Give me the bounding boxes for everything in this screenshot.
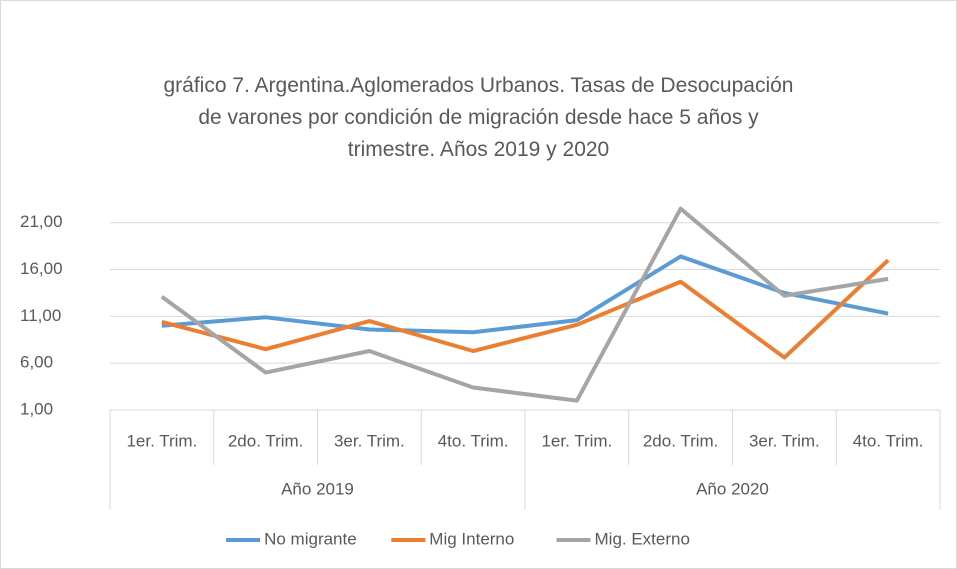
x-tick-label: 4to. Trim. bbox=[438, 431, 509, 450]
y-tick-label: 16,00 bbox=[20, 259, 63, 278]
data-line bbox=[160, 206, 889, 403]
group-label: Año 2020 bbox=[696, 479, 769, 498]
chart-title: gráfico 7. Argentina.Aglomerados Urbanos… bbox=[163, 74, 794, 161]
legend-label: Mig Interno bbox=[429, 529, 514, 548]
group-label: Año 2019 bbox=[281, 479, 354, 498]
y-tick-label: 6,00 bbox=[20, 353, 53, 372]
data-line bbox=[161, 254, 889, 335]
x-tick-label: 3er. Trim. bbox=[749, 431, 820, 450]
x-tick-label: 1er. Trim. bbox=[126, 431, 197, 450]
x-tick-label: 3er. Trim. bbox=[334, 431, 405, 450]
x-tick-label: 4to. Trim. bbox=[853, 431, 924, 450]
legend-label: Mig. Externo bbox=[595, 529, 690, 548]
x-tick-label: 2do. Trim. bbox=[643, 431, 719, 450]
data-line bbox=[161, 258, 890, 360]
y-tick-label: 21,00 bbox=[20, 212, 63, 231]
legend-label: No migrante bbox=[264, 529, 357, 548]
x-tick-label: 1er. Trim. bbox=[541, 431, 612, 450]
y-tick-label: 11,00 bbox=[20, 306, 61, 325]
x-tick-label: 2do. Trim. bbox=[228, 431, 304, 450]
y-tick-label: 1,00 bbox=[20, 399, 53, 418]
